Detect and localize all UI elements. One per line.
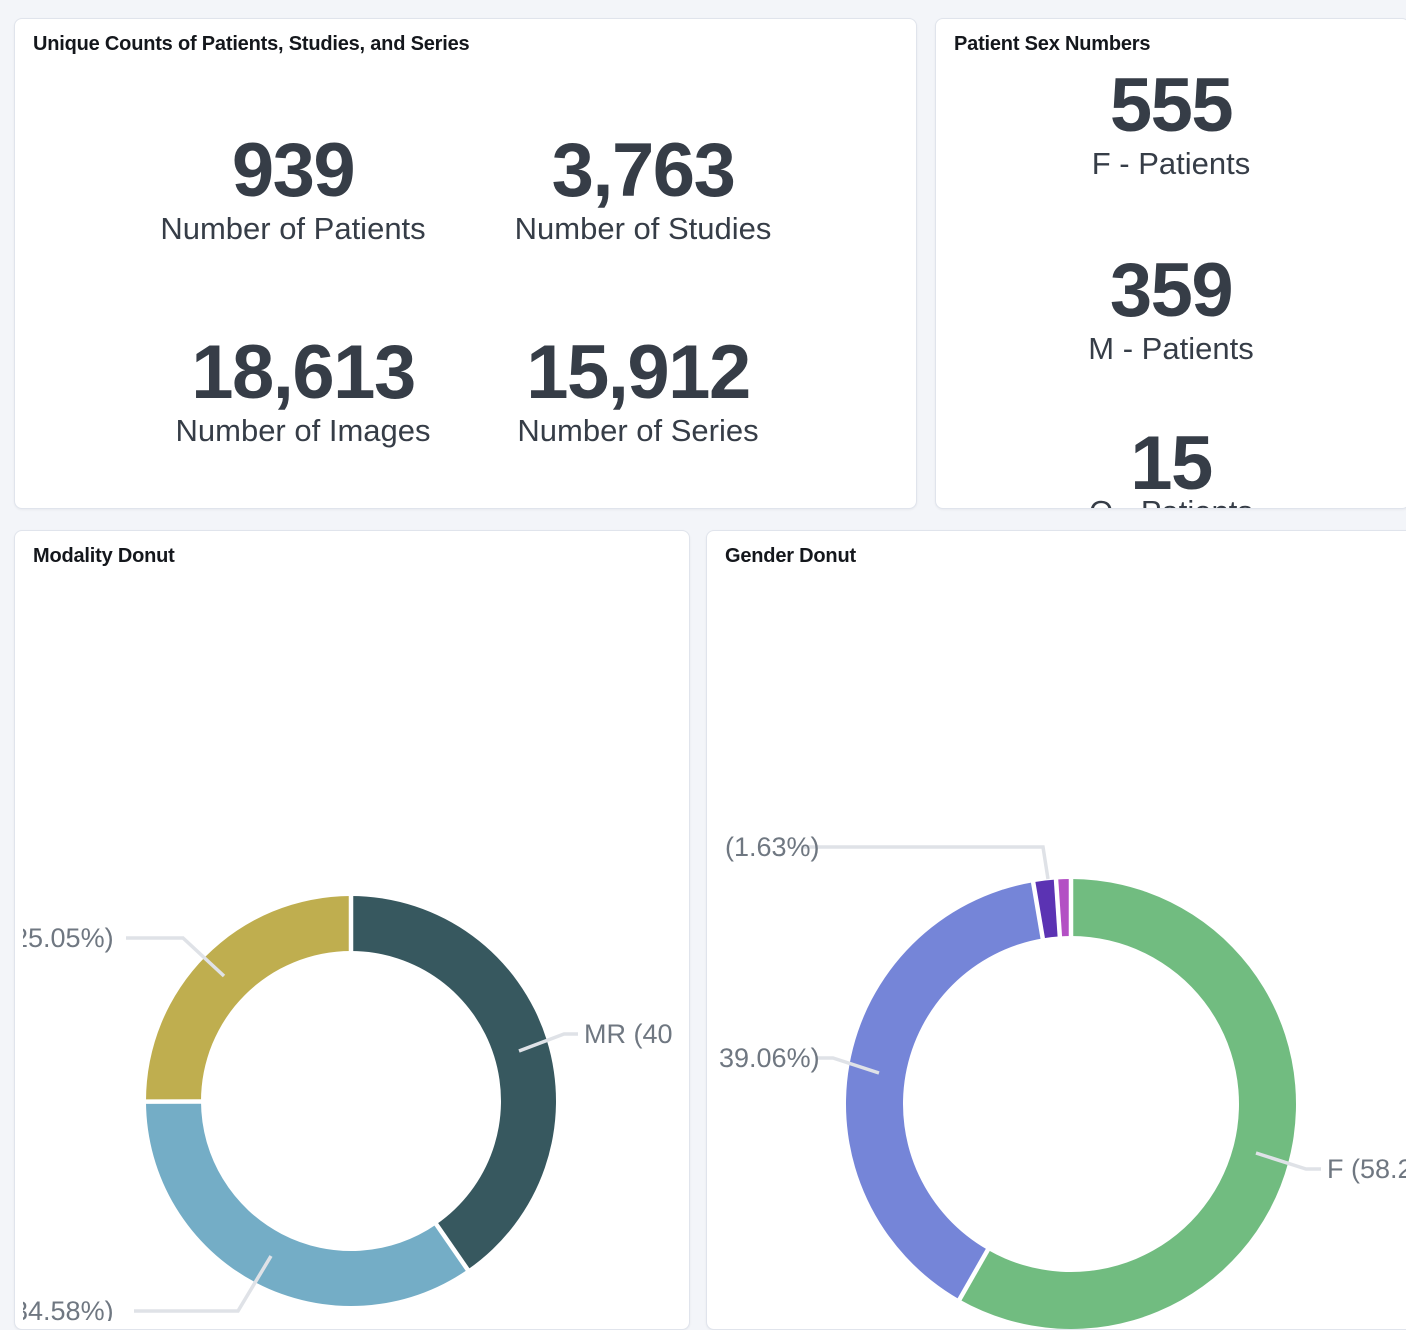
label-leader-line bbox=[801, 847, 1048, 879]
stat-value: 3,763 bbox=[515, 133, 772, 209]
slice-label: 25.05%) bbox=[23, 923, 114, 953]
slice-label: F (58.2 bbox=[1327, 1154, 1406, 1184]
slice-label: 34.58%) bbox=[23, 1296, 114, 1321]
stat-f-patients: 555 F - Patients bbox=[1092, 68, 1251, 179]
stat-value: 15 bbox=[1089, 426, 1253, 502]
stat-label: O - Patients bbox=[1089, 496, 1253, 509]
stat-m-patients: 359 M - Patients bbox=[1088, 253, 1253, 364]
stat-value: 15,912 bbox=[517, 335, 758, 411]
panel-patient-sex-numbers: Patient Sex Numbers 555 F - Patients 359… bbox=[935, 18, 1406, 509]
stat-label: M - Patients bbox=[1088, 333, 1253, 364]
stat-label: Number of Images bbox=[176, 415, 431, 446]
stat-label: Number of Patients bbox=[160, 213, 425, 244]
slice-segment-2[interactable] bbox=[146, 896, 351, 1102]
stat-label: Number of Studies bbox=[515, 213, 772, 244]
slice-segment-1[interactable] bbox=[846, 882, 1043, 1299]
panel-unique-counts: Unique Counts of Patients, Studies, and … bbox=[14, 18, 917, 509]
stat-number-of-series: 15,912 Number of Series bbox=[517, 335, 758, 446]
panel-title-unique-counts: Unique Counts of Patients, Studies, and … bbox=[33, 33, 469, 56]
stat-value: 359 bbox=[1088, 253, 1253, 329]
stat-label: Number of Series bbox=[517, 415, 758, 446]
slice-segment-1[interactable] bbox=[146, 1101, 468, 1306]
modality-donut-chart: MR (40 34.58%) 25.05%) bbox=[23, 531, 690, 1321]
stat-number-of-studies: 3,763 Number of Studies bbox=[515, 133, 772, 244]
gender-donut-chart: F (58.2 39.06%) (1.63%) bbox=[715, 531, 1406, 1330]
slice-label: (1.63%) bbox=[725, 832, 820, 862]
slice-label: MR (40 bbox=[584, 1019, 673, 1049]
stat-number-of-patients: 939 Number of Patients bbox=[160, 133, 425, 244]
stat-label: F - Patients bbox=[1092, 148, 1251, 179]
slice-label: 39.06%) bbox=[719, 1043, 820, 1073]
stat-o-patients: 15 O - Patients bbox=[1089, 426, 1253, 509]
slice-MR[interactable] bbox=[351, 896, 556, 1270]
stat-value: 18,613 bbox=[176, 335, 431, 411]
stat-number-of-images: 18,613 Number of Images bbox=[176, 335, 431, 446]
stat-value: 555 bbox=[1092, 68, 1251, 144]
panel-title-patient-sex: Patient Sex Numbers bbox=[954, 33, 1150, 56]
stat-value: 939 bbox=[160, 133, 425, 209]
